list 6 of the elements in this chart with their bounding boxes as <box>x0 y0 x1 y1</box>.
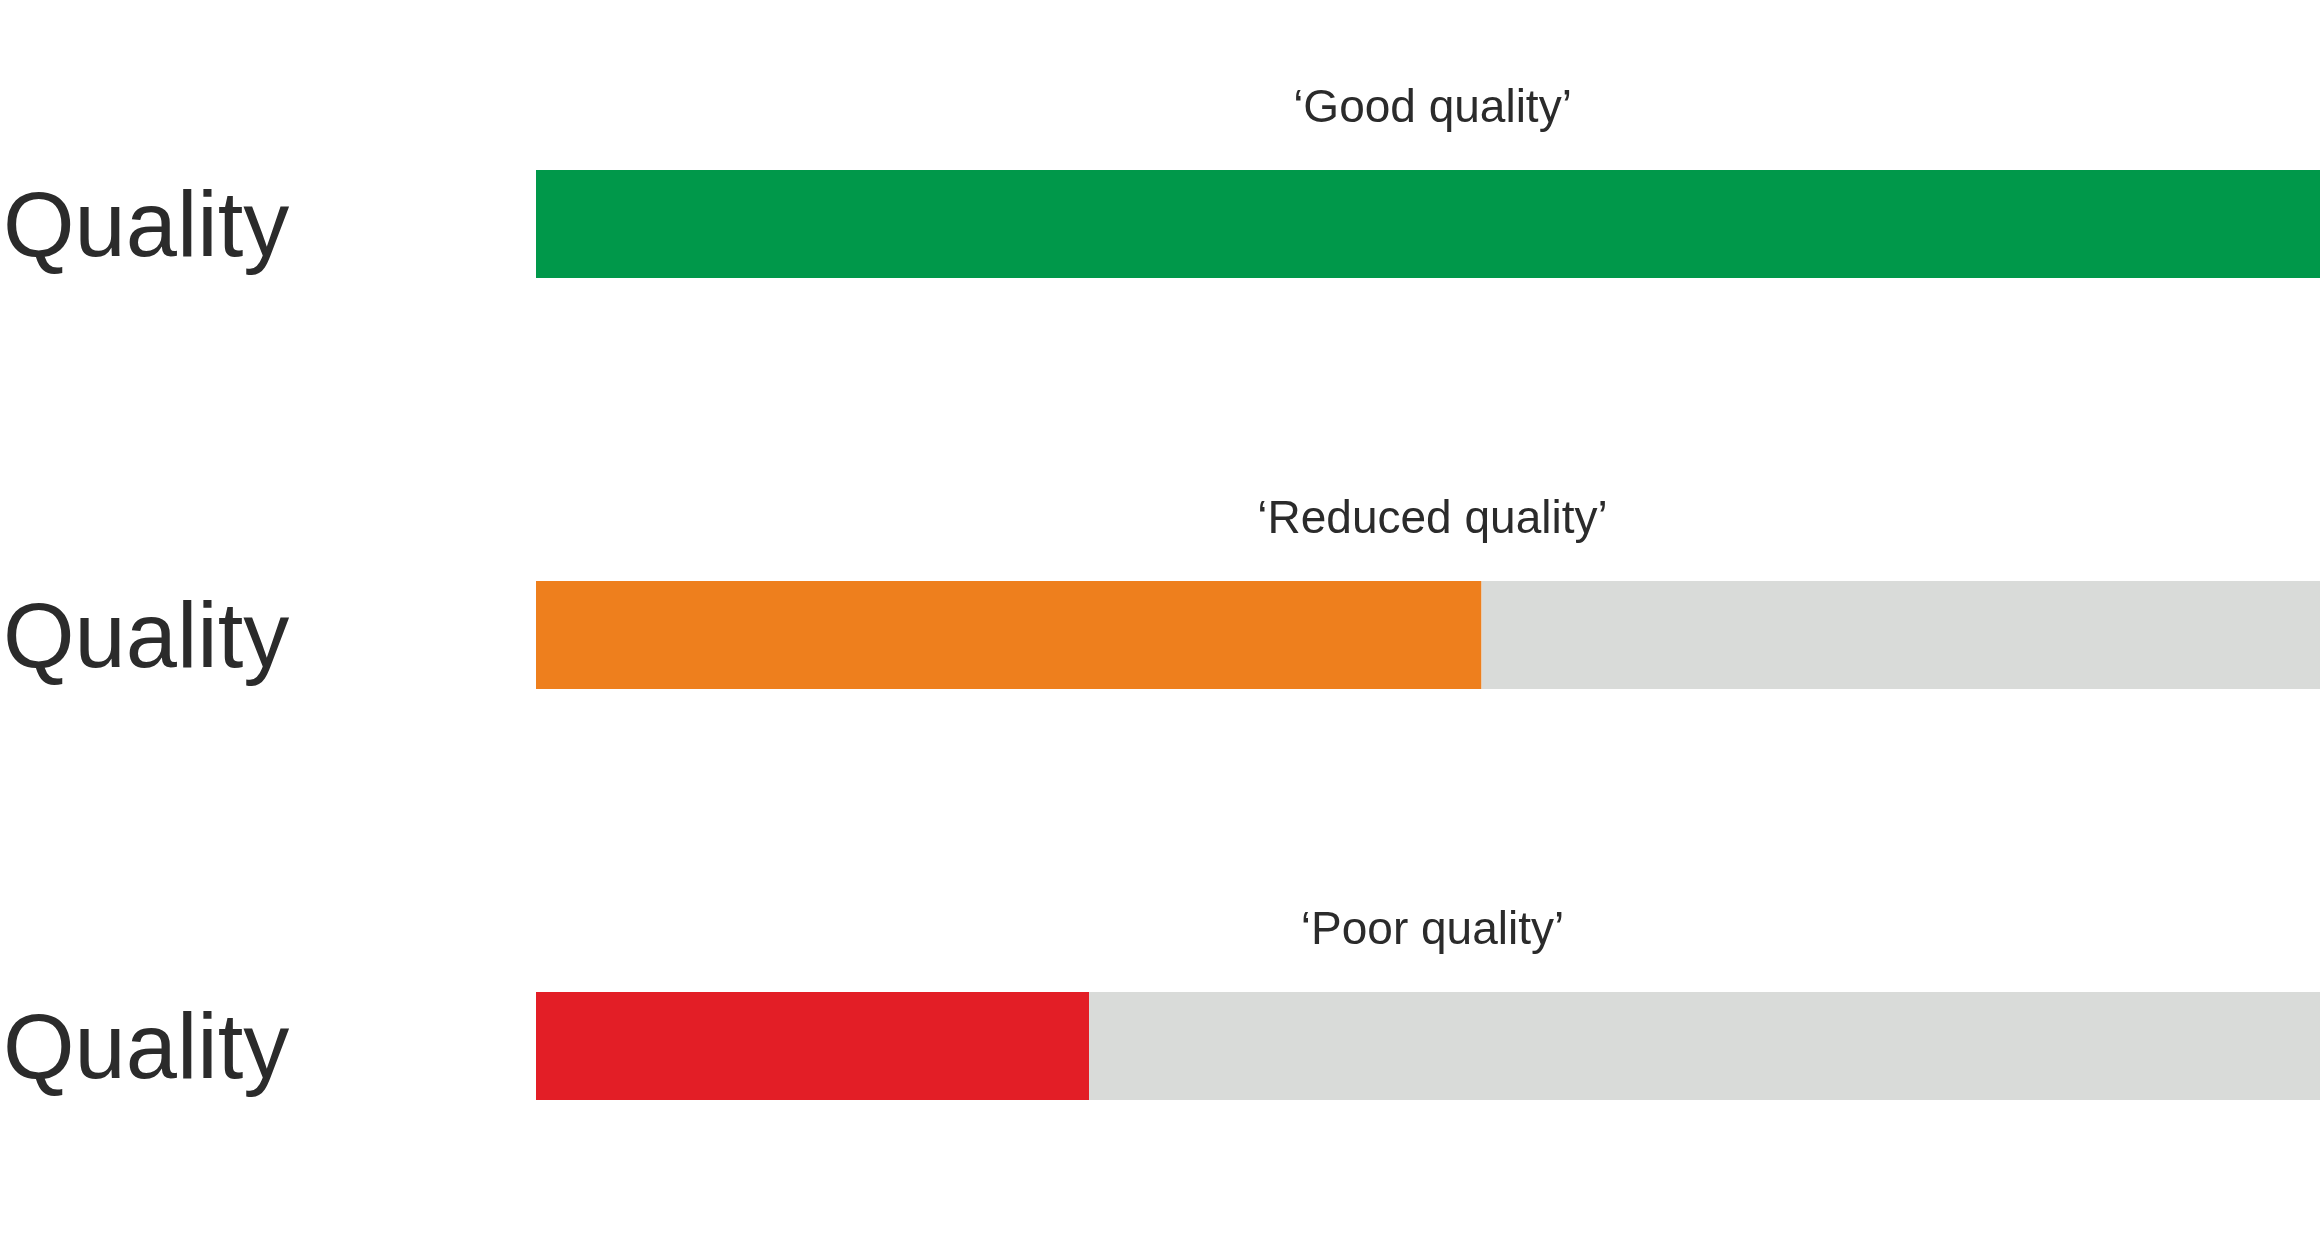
text: ‘Poor quality’ <box>1300 902 1565 954</box>
y-tick-label: Quality <box>3 584 290 686</box>
y-tick-label: Quality <box>3 173 290 275</box>
text: ‘Reduced quality’ <box>1257 491 1608 543</box>
text: ‘Good quality’ <box>1293 80 1572 132</box>
y-tick-label: Quality <box>3 995 290 1097</box>
